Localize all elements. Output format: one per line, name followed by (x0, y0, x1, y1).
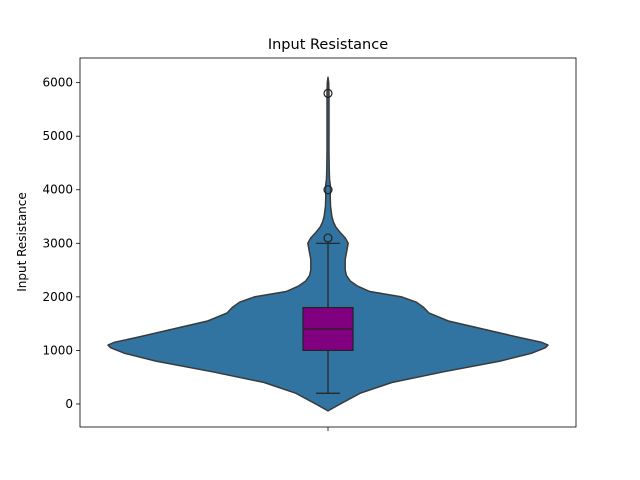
y-tick-label: 6000 (42, 76, 73, 90)
outlier-point (323, 233, 333, 243)
y-tick-label: 4000 (42, 183, 73, 197)
outlier-point (323, 88, 333, 98)
y-tick-label: 5000 (42, 129, 73, 143)
y-tick-label: 2000 (42, 290, 73, 304)
y-tick-label: 3000 (42, 236, 73, 250)
y-tick-label: 0 (65, 397, 73, 411)
chart-title: Input Resistance (268, 37, 388, 53)
plot-area (107, 76, 549, 412)
outlier-point (323, 185, 333, 195)
y-axis-label: Input Resistance (15, 192, 29, 292)
y-tick-label: 1000 (42, 343, 73, 357)
axes: 0 1000 2000 3000 4000 5000 6000 (42, 57, 577, 431)
